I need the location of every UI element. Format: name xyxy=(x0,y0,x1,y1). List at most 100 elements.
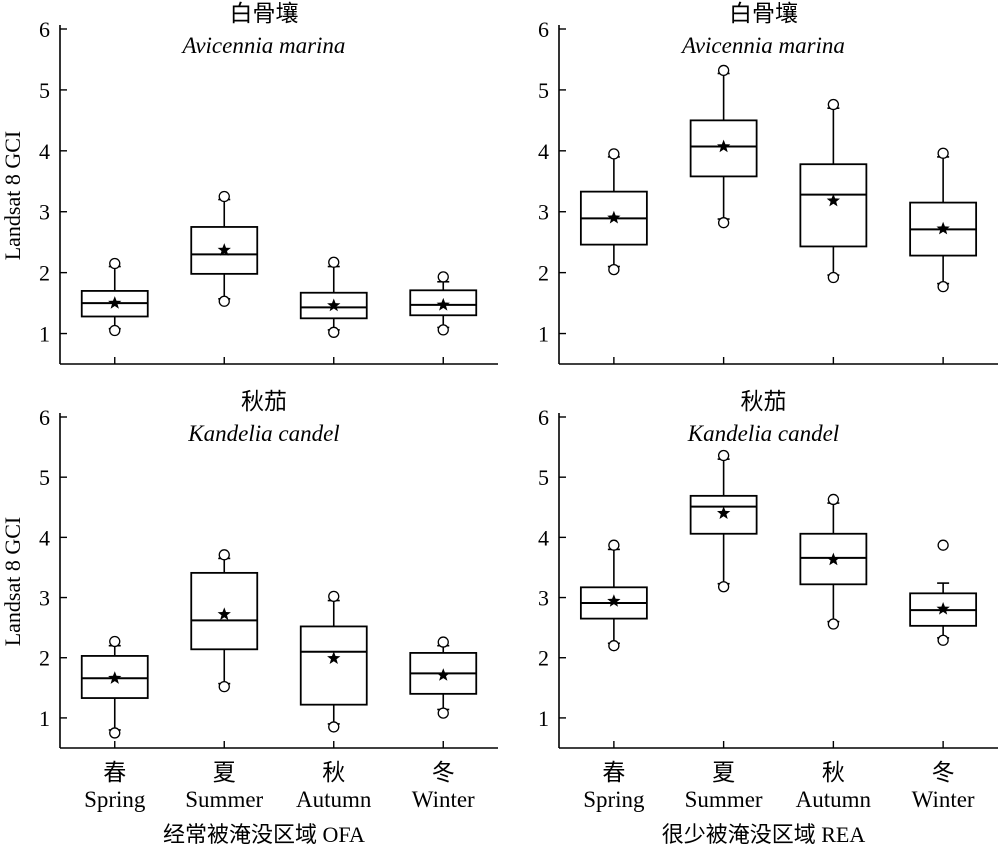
outlier-point xyxy=(328,721,340,733)
panel-title: 白骨壤 xyxy=(230,1,299,26)
y-tick-label: 1 xyxy=(39,706,50,731)
category-label-en: Autumn xyxy=(796,787,872,812)
box-3 xyxy=(799,493,868,630)
y-tick-label: 3 xyxy=(538,200,549,225)
outlier-point xyxy=(937,634,949,646)
outlier-point xyxy=(827,98,840,111)
box-2 xyxy=(190,549,259,693)
category-label-cn: 春 xyxy=(602,760,625,785)
y-tick-label: 4 xyxy=(39,139,50,164)
category-label-cn: 春 xyxy=(103,760,126,785)
panel-species: Kandelia candel xyxy=(187,421,339,446)
category-label-cn: 秋 xyxy=(322,760,345,785)
y-tick-label: 2 xyxy=(39,646,50,671)
mean-marker xyxy=(607,210,621,224)
mean-marker xyxy=(327,651,341,664)
mean-marker xyxy=(108,296,122,309)
outlier-point xyxy=(328,326,340,338)
box-4 xyxy=(409,271,478,336)
outlier-point xyxy=(218,190,230,203)
panel-title: 秋茄 xyxy=(741,389,787,414)
y-tick-label: 5 xyxy=(39,465,50,490)
outlier-point xyxy=(608,640,620,652)
box-2 xyxy=(689,449,758,593)
box-4 xyxy=(909,539,978,646)
mean-marker xyxy=(936,221,950,235)
panel-3: 1 2 3 4 5 6 秋茄 Kandelia candel Landsat 8 GCI 春Spr… xyxy=(0,389,498,847)
y-tick-label: 5 xyxy=(39,78,50,103)
outlier-point xyxy=(437,324,449,336)
y-tick-label: 4 xyxy=(538,139,549,164)
outlier-point xyxy=(437,271,449,283)
outlier-point xyxy=(827,493,840,506)
y-tick-label: 2 xyxy=(538,646,549,671)
panel-title: 白骨壤 xyxy=(729,1,798,26)
mean-marker xyxy=(108,671,122,684)
mean-marker xyxy=(826,552,840,566)
panel-species: Avicennia marina xyxy=(181,33,346,58)
y-tick-label: 1 xyxy=(538,322,549,347)
outlier-point xyxy=(608,263,620,276)
outlier-point xyxy=(437,707,449,719)
mean-marker xyxy=(217,243,231,256)
y-tick-label: 6 xyxy=(39,405,50,430)
panel-1: 1 2 3 4 5 6 白骨壤 Avicennia marina Landsat 8 GCI xyxy=(0,1,498,365)
outlier-point xyxy=(109,257,121,270)
box-3 xyxy=(799,98,868,284)
y-tick-label: 6 xyxy=(39,17,50,42)
box-1 xyxy=(80,257,149,337)
category-label-en: Summer xyxy=(185,787,263,812)
y-axis-label: Landsat 8 GCI xyxy=(0,517,25,647)
y-axis-label: Landsat 8 GCI xyxy=(0,131,25,261)
outlier-point xyxy=(328,590,340,602)
y-tick-label: 6 xyxy=(538,17,549,42)
y-tick-label: 4 xyxy=(538,525,549,550)
box-body xyxy=(799,163,868,248)
panel-title: 秋茄 xyxy=(241,389,287,414)
outlier-point xyxy=(827,618,840,630)
category-label-cn: 夏 xyxy=(712,760,735,785)
y-tick-label: 2 xyxy=(39,261,50,286)
outlier-point xyxy=(937,539,949,551)
outlier-point xyxy=(717,64,730,77)
box-1 xyxy=(80,635,149,739)
y-tick-label: 3 xyxy=(39,200,50,225)
outlier-point xyxy=(827,271,840,284)
box-2 xyxy=(190,190,259,307)
y-tick-label: 1 xyxy=(39,322,50,347)
category-label-cn: 夏 xyxy=(213,760,236,785)
category-label-en: Winter xyxy=(412,787,475,812)
panel-species: Avicennia marina xyxy=(680,33,845,58)
box-4 xyxy=(909,147,978,293)
y-tick-label: 3 xyxy=(39,586,50,611)
mean-marker xyxy=(717,139,731,153)
y-tick-label: 2 xyxy=(538,261,549,286)
outlier-point xyxy=(109,635,121,648)
y-tick-label: 1 xyxy=(538,706,549,731)
mean-marker xyxy=(607,594,621,607)
box-1 xyxy=(579,539,648,652)
box-1 xyxy=(579,148,648,276)
panel-2: 1 2 3 4 5 6 白骨壤 Avicennia marina xyxy=(538,1,998,365)
category-label-en: Spring xyxy=(84,787,146,812)
mean-marker xyxy=(826,193,840,207)
mean-marker xyxy=(436,297,450,311)
group-label: 很少被淹没区域 REA xyxy=(662,822,866,847)
mean-marker xyxy=(436,668,450,681)
box-3 xyxy=(299,590,368,733)
outlier-point xyxy=(109,727,121,739)
category-label-cn: 冬 xyxy=(932,760,955,785)
outlier-point xyxy=(218,549,230,561)
category-label-en: Winter xyxy=(912,787,975,812)
outlier-point xyxy=(218,295,230,307)
box-2 xyxy=(689,64,758,229)
outlier-point xyxy=(717,217,730,229)
box-body xyxy=(299,625,368,706)
outlier-point xyxy=(608,539,620,551)
outlier-point xyxy=(328,256,340,268)
mean-marker xyxy=(936,602,950,615)
category-label-cn: 冬 xyxy=(432,760,455,785)
y-tick-label: 6 xyxy=(538,405,549,430)
